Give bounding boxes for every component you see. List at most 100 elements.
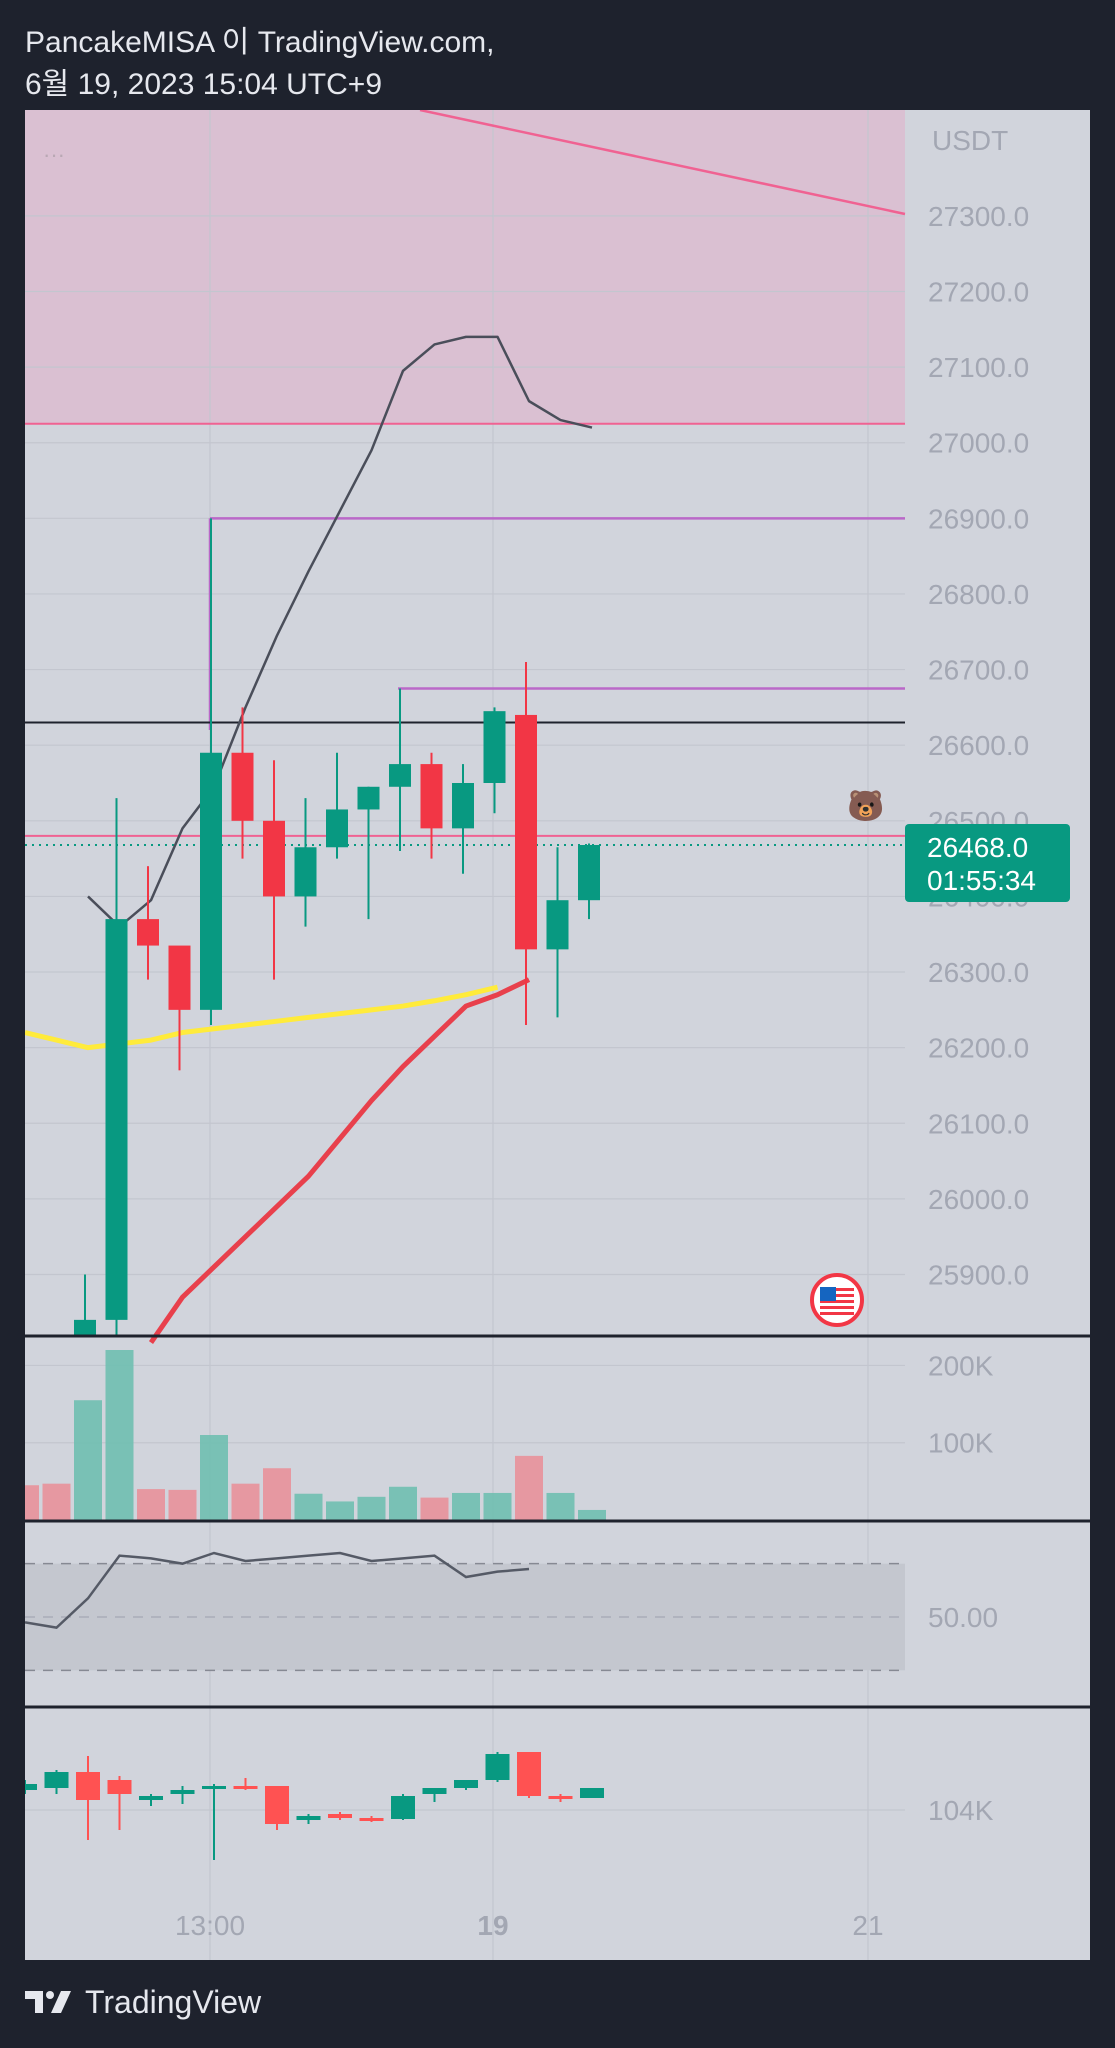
volume-bar (389, 1486, 417, 1520)
price-candle-body (389, 764, 411, 787)
flag-stripe (820, 1288, 854, 1291)
price-axis-tick-label: 26700.0 (928, 655, 1029, 686)
header-date-line: 6월 19, 2023 15:04 UTC+9 (25, 68, 382, 101)
volume-bar (74, 1400, 102, 1520)
index-candle-body (328, 1814, 352, 1818)
price-candle-body (515, 714, 537, 950)
price-axis-tick-label: 27300.0 (928, 201, 1029, 232)
index-candle-body (139, 1796, 163, 1800)
volume-bar (137, 1489, 165, 1520)
black-line-series (87, 335, 593, 928)
price-candle-body (294, 847, 317, 897)
price-candle-body (105, 919, 128, 1320)
time-axis-label: 19 (477, 1910, 508, 1941)
price-candle-body (231, 752, 254, 821)
chart-svg[interactable]: ··· 27300.0 27200.0 27100.0 27000.0 26900.0 26… (25, 110, 1090, 1960)
volume-bar (294, 1493, 323, 1520)
volume-bar (25, 1485, 39, 1520)
price-candle-body (326, 809, 348, 848)
volume-axis-tick-label: 200K (928, 1350, 994, 1381)
price-axis-tick-label: 26900.0 (928, 503, 1029, 534)
price-axis-tick-label: 26200.0 (928, 1033, 1029, 1064)
ma-red-series (148, 977, 531, 1344)
index-candle-body (485, 1754, 510, 1780)
price-candle-body (137, 919, 159, 946)
time-axis-label: 13:00 (175, 1910, 245, 1941)
footer-brand: TradingView (85, 1983, 262, 2020)
index-candle-body (296, 1816, 321, 1820)
price-axis-tick-label: 27000.0 (928, 428, 1029, 459)
zone-label-dots: ··· (43, 142, 65, 167)
price-axis-tick-label: 26000.0 (928, 1184, 1029, 1215)
index-candle-body (422, 1788, 447, 1794)
time-axis-label: 21 (852, 1910, 883, 1941)
price-candle-body (546, 900, 569, 950)
volume-bar (420, 1497, 449, 1520)
index-candle-body (76, 1772, 100, 1800)
volume-bar (42, 1483, 71, 1520)
index-candle-body (359, 1818, 384, 1821)
price-axis-tick-label: 26800.0 (928, 579, 1029, 610)
volume-bar (515, 1455, 543, 1520)
resistance-zone (25, 110, 905, 424)
volume-bar (483, 1492, 512, 1520)
price-candle-body (452, 782, 474, 829)
footer: TradingView (25, 1982, 261, 2022)
price-axis-tick-label: 25900.0 (928, 1260, 1029, 1291)
tradingview-logo-icon (25, 1991, 71, 2013)
price-axis-tick-label: 26300.0 (928, 957, 1029, 988)
flag-canton (820, 1287, 836, 1301)
index-candle-body (548, 1796, 573, 1799)
index-candle-body (517, 1752, 541, 1796)
volume-bar (168, 1489, 197, 1520)
index-candle-body (107, 1780, 132, 1794)
price-candle-body (483, 711, 506, 783)
index-axis-tick-label: 104K (928, 1795, 994, 1826)
price-candle-body (74, 1319, 96, 1335)
price-candle-body (578, 845, 600, 901)
index-candle-body (454, 1780, 478, 1788)
price-candle-body (200, 752, 222, 1010)
index-candle-body (265, 1786, 289, 1824)
flag-stripe (820, 1312, 854, 1315)
bear-emoji: 🐻 (847, 787, 884, 823)
price-candle-body (168, 945, 191, 1010)
chart-frame[interactable]: ··· 27300.0 27200.0 27100.0 27000.0 26900.0 26… (25, 110, 1090, 1960)
price-axis-tick-label: 27200.0 (928, 276, 1029, 307)
price-currency-label: USDT (932, 125, 1008, 156)
price-candle-body (263, 820, 285, 897)
volume-bar (357, 1496, 386, 1520)
volume-axis-tick-label: 100K (928, 1428, 994, 1459)
volume-bar (231, 1483, 260, 1520)
index-candle-body (170, 1790, 195, 1794)
price-axis-tick-label: 26100.0 (928, 1108, 1029, 1139)
oscillator-axis-tick-label: 50.00 (928, 1602, 998, 1633)
index-candle-body (25, 1784, 37, 1790)
volume-bar (263, 1468, 291, 1520)
countdown-label: 01:55:34 (927, 865, 1036, 896)
volume-bar (452, 1492, 480, 1520)
price-candle-body (420, 764, 443, 829)
flag-stripe (820, 1300, 854, 1303)
flag-stripe (820, 1294, 854, 1297)
volume-bar (578, 1509, 606, 1520)
index-candle-body (391, 1796, 415, 1819)
oscillator-line (25, 1551, 530, 1630)
last-price-label: 26468.0 (927, 832, 1028, 863)
ema-yellow-series (25, 984, 499, 1051)
descending-trendline (419, 110, 906, 216)
index-candle-body (580, 1788, 604, 1798)
header-author-line: PancakeMISA 이 TradingView.com, (25, 26, 495, 59)
flag-stripe (820, 1306, 854, 1309)
volume-bar (326, 1501, 354, 1520)
index-candle-body (44, 1772, 69, 1788)
volume-bar (200, 1435, 228, 1520)
last-price-tag (905, 824, 1070, 902)
price-axis-tick-label: 26600.0 (928, 730, 1029, 761)
price-axis-tick-label: 27100.0 (928, 352, 1029, 383)
index-candle-body (233, 1786, 258, 1789)
chart-header: PancakeMISA 이 TradingView.com, 6월 19, 20… (25, 22, 495, 106)
volume-bar (105, 1350, 134, 1520)
price-candle-body (357, 786, 380, 810)
us-flag-icon (810, 1273, 864, 1327)
